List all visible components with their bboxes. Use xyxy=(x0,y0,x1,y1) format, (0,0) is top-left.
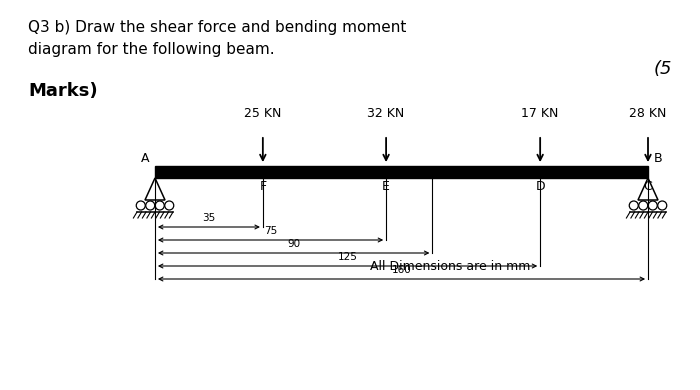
Text: diagram for the following beam.: diagram for the following beam. xyxy=(28,42,274,57)
Text: 25 KN: 25 KN xyxy=(244,107,281,120)
Text: A: A xyxy=(141,152,149,165)
Text: E: E xyxy=(382,180,390,193)
Text: D: D xyxy=(536,180,545,193)
Text: 75: 75 xyxy=(264,226,277,236)
Text: 90: 90 xyxy=(287,239,300,249)
Text: 32 KN: 32 KN xyxy=(368,107,405,120)
Text: F: F xyxy=(259,180,267,193)
Text: C: C xyxy=(643,180,652,193)
Bar xyxy=(155,166,648,178)
Text: (5: (5 xyxy=(654,60,672,78)
Text: 35: 35 xyxy=(202,213,216,223)
Text: B: B xyxy=(654,152,663,165)
Text: 125: 125 xyxy=(337,252,358,262)
Text: Q3 b) Draw the shear force and bending moment: Q3 b) Draw the shear force and bending m… xyxy=(28,20,407,35)
Text: Marks): Marks) xyxy=(28,82,97,100)
Text: 17 KN: 17 KN xyxy=(522,107,559,120)
Text: 160: 160 xyxy=(391,265,412,275)
Text: 28 KN: 28 KN xyxy=(629,107,666,120)
Text: All Dimensions are in mm: All Dimensions are in mm xyxy=(370,260,530,273)
